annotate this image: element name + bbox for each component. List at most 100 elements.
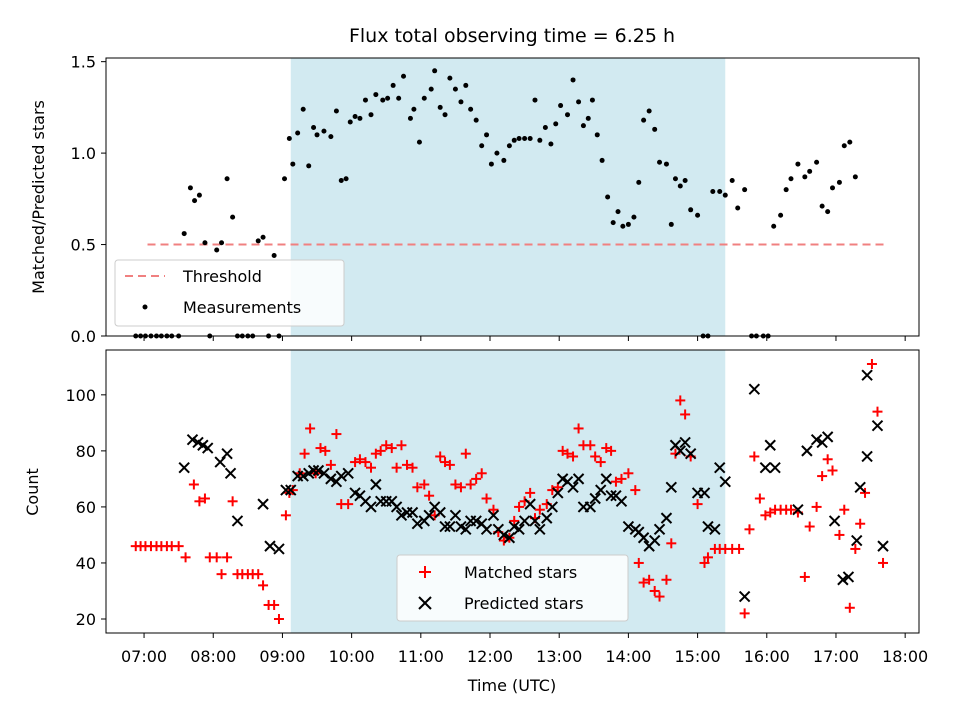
matched-star-point (180, 552, 191, 563)
chart-title: Flux total observing time = 6.25 h (349, 25, 675, 47)
top-y-axis-label: Matched/Predicted stars (29, 100, 48, 294)
measurement-point (729, 178, 735, 184)
predicted-star-point (264, 540, 276, 552)
measurement-point (196, 192, 202, 198)
top-x-ticks (143, 336, 906, 341)
predicted-star-point (851, 534, 863, 547)
measurement-point (722, 192, 728, 198)
matched-star-point (834, 529, 845, 540)
measurement-point (314, 132, 320, 138)
measurements-legend-label: Measurements (183, 298, 301, 317)
matched-star-point (343, 499, 354, 510)
matched-star-point (744, 524, 755, 535)
predicted-star-point (449, 509, 462, 522)
measurement-point (677, 183, 683, 189)
matched-star-point (488, 504, 499, 515)
measurement-point (463, 82, 469, 88)
predicted-star-point (325, 473, 337, 485)
predicted-star-point (221, 447, 233, 460)
measurement-point (362, 97, 368, 103)
predicted-star-point (480, 523, 493, 536)
measurement-point (468, 106, 474, 112)
predicted-star-point (280, 484, 292, 496)
matched-star-point (749, 451, 760, 462)
bottom-plot-panel: 20 40 60 80 100 07:00 08:00 09:00 10:00 11:00 12:… (23, 349, 928, 695)
matched-star-point (595, 457, 606, 468)
matched-star-point (525, 487, 536, 498)
predicted-star-point (342, 467, 354, 479)
measurement-point (224, 176, 230, 182)
predicted-star-point (335, 470, 347, 482)
measurement-point (852, 174, 858, 180)
threshold-legend-label: Threshold (182, 267, 262, 286)
predicted-star-point (595, 484, 607, 496)
measurement-point (501, 157, 507, 163)
matched-star-point (649, 585, 660, 596)
measurement-point (735, 205, 741, 211)
measurement-point (432, 68, 438, 74)
matched-star-point (401, 459, 412, 470)
x-axis-label: Time (UTC) (467, 676, 556, 695)
measurement-point (548, 141, 554, 147)
y-tick-label: 20 (76, 610, 96, 629)
predicted-star-point (285, 484, 297, 496)
predicted-star-point (487, 509, 500, 522)
matched-star-point (412, 482, 423, 493)
measurement-point (589, 97, 595, 103)
predicted-star-point (370, 478, 382, 491)
matched-star-point (822, 454, 833, 465)
measurement-point (585, 115, 591, 121)
predicted-star-point (297, 470, 309, 482)
measurement-point (558, 103, 564, 109)
matched-star-point (878, 557, 889, 568)
predicted-star-point (615, 495, 628, 508)
measurement-point (710, 189, 716, 195)
predicted-star-point (390, 501, 403, 513)
matched-star-point (702, 552, 713, 563)
measurement-point (338, 178, 344, 184)
measurement-point (830, 185, 836, 191)
top-legend: Threshold Measurements (114, 259, 345, 327)
measurement-point (343, 176, 349, 182)
predicted-star-point (748, 383, 761, 395)
measurement-point (825, 209, 831, 215)
measurement-point (672, 176, 678, 182)
matched-star-point (638, 577, 649, 588)
measurement-point (615, 209, 621, 215)
matched-star-point (299, 448, 310, 459)
measurement-point (488, 161, 494, 167)
predicted-star-point (406, 506, 419, 519)
x-tick-label: 09:00 (259, 647, 305, 666)
measurement-point (286, 135, 292, 141)
predicted-star-point (572, 473, 585, 485)
matched-star-point (381, 440, 392, 451)
matched-star-point (654, 591, 665, 602)
measurement-point (328, 134, 334, 140)
predicted-star-point (792, 504, 804, 516)
matched-star-point (666, 538, 677, 549)
x-tick-label: 08:00 (190, 647, 236, 666)
measurement-point (847, 139, 853, 145)
predicted-star-point (709, 523, 721, 536)
predicted-star-point (665, 481, 678, 494)
matched-legend-label: Matched stars (464, 563, 577, 582)
predicted-star-point (541, 512, 553, 524)
predicted-star-point (567, 481, 579, 494)
bottom-y-ticks: 20 40 60 80 100 (65, 386, 106, 629)
predicted-star-point (660, 512, 673, 524)
matched-star-point (471, 473, 482, 484)
measurement-point (783, 187, 789, 193)
matched-star-point (661, 574, 672, 585)
predicted-star-point (524, 498, 536, 510)
measurement-point (421, 95, 427, 101)
matched-star-point (630, 485, 641, 496)
bottom-legend-box (396, 554, 629, 622)
matched-star-point (610, 476, 621, 487)
bottom-y-axis-label: Count (23, 468, 42, 516)
measurement-point (788, 176, 794, 182)
matched-star-point (785, 504, 796, 515)
predicted-star-point (854, 481, 866, 494)
matched-star-point (855, 518, 866, 529)
measurement-point (452, 86, 458, 92)
predicted-star-point (546, 501, 558, 513)
